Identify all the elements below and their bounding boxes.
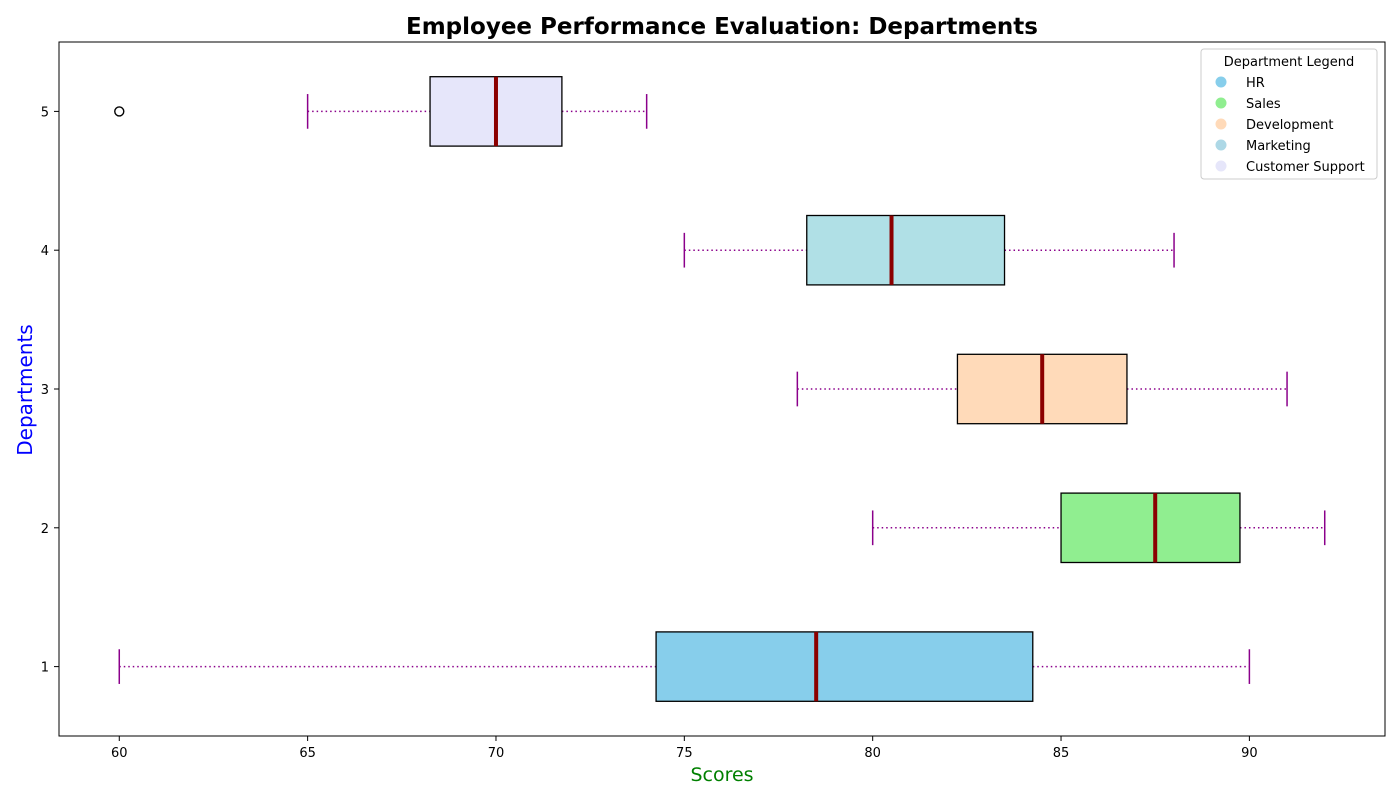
legend-marker-3 <box>1215 139 1227 151</box>
legend-entry-3: Marketing <box>1215 139 1311 154</box>
legend-title: Department Legend <box>1224 55 1355 70</box>
box-group-5 <box>114 76 648 147</box>
legend-marker-2 <box>1215 118 1227 130</box>
y-tick-label-3: 3 <box>41 383 49 398</box>
box-1 <box>655 631 1034 702</box>
legend-label-4: Customer Support <box>1246 160 1365 175</box>
x-tick-label-80: 80 <box>864 746 881 761</box>
x-tick-label-75: 75 <box>676 746 693 761</box>
box-group-4 <box>683 214 1175 286</box>
x-tick-label-90: 90 <box>1241 746 1258 761</box>
chart-title: Employee Performance Evaluation: Departm… <box>406 14 1038 40</box>
x-tick-label-60: 60 <box>111 746 128 761</box>
legend-label-0: HR <box>1246 76 1265 91</box>
box-group-1 <box>118 631 1251 702</box>
y-tick-label-1: 1 <box>41 661 49 676</box>
legend-entry-1: Sales <box>1215 97 1281 112</box>
x-axis-label: Scores <box>690 764 753 786</box>
x-tick-label-85: 85 <box>1053 746 1070 761</box>
outlier-point-5-0 <box>114 106 125 117</box>
legend-label-2: Development <box>1246 118 1334 133</box>
box-4 <box>806 214 1006 286</box>
y-tick-label-4: 4 <box>41 244 49 259</box>
legend-entry-0: HR <box>1215 76 1265 91</box>
plot-area <box>58 41 1386 737</box>
legend-marker-0 <box>1215 76 1227 88</box>
y-axis-label: Departments <box>13 324 37 455</box>
box-group-3 <box>796 353 1288 425</box>
x-tick-label-70: 70 <box>488 746 505 761</box>
legend-label-1: Sales <box>1246 97 1281 112</box>
x-axis: 60 65 70 75 80 85 90 <box>111 736 1258 761</box>
legend-frame <box>1200 48 1378 180</box>
legend-marker-4 <box>1215 160 1227 172</box>
box-group-2 <box>871 492 1326 564</box>
box-2 <box>1060 492 1241 564</box>
y-axis: 1 2 3 4 5 <box>41 105 59 676</box>
y-tick-label-2: 2 <box>41 522 49 537</box>
legend-entry-4: Customer Support <box>1215 160 1365 175</box>
legend-entries: HR Sales Development Marketing Customer Supp… <box>1215 76 1365 175</box>
legend-label-3: Marketing <box>1246 139 1311 154</box>
y-tick-label-5: 5 <box>41 105 49 120</box>
x-tick-label-65: 65 <box>299 746 316 761</box>
legend: Department Legend HR Sales Development Mark… <box>1200 48 1378 180</box>
legend-marker-1 <box>1215 97 1227 109</box>
legend-entry-2: Development <box>1215 118 1334 133</box>
